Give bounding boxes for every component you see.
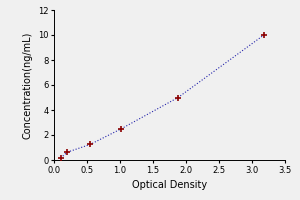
X-axis label: Optical Density: Optical Density (132, 180, 207, 190)
Y-axis label: Concentration(ng/mL): Concentration(ng/mL) (22, 31, 32, 139)
